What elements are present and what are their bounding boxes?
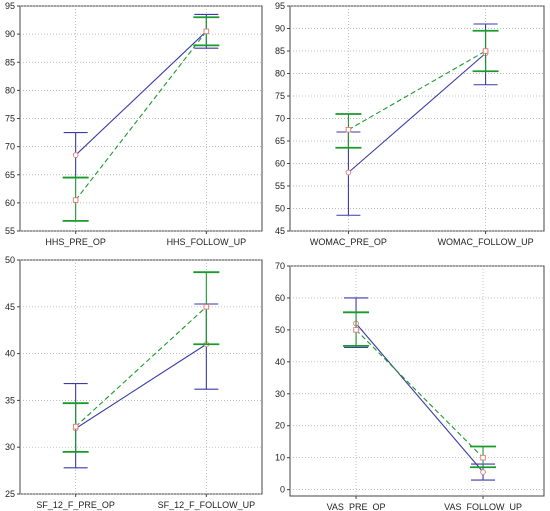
y-tick-label: 10 [275, 453, 285, 463]
data-point-marker [482, 48, 489, 54]
series-line [75, 30, 207, 156]
x-category-label: SF_12_F_PRE_OP [36, 500, 115, 510]
y-tick-label: 40 [5, 349, 15, 359]
series-line [355, 323, 484, 473]
y-tick-label: 60 [275, 293, 285, 303]
y-tick-label: 65 [5, 170, 15, 180]
x-category-label: VAS_FOLLOW_UP [444, 502, 522, 511]
x-category-label: HHS_PRE_OP [45, 237, 106, 247]
chart-panel-sf12: 25 30 35 40 45 50 SF_12_F_PRE_OP SF_12_F_FOLLOW… [5, 255, 263, 510]
y-tick-label: 20 [275, 421, 285, 431]
series-line [75, 306, 207, 428]
y-tick-label: 65 [275, 136, 285, 146]
y-tick-label: 60 [275, 159, 285, 169]
x-category-label: HHS_FOLLOW_UP [167, 237, 247, 247]
y-tick-label: 90 [5, 29, 15, 39]
y-tick-label: 85 [5, 57, 15, 67]
x-category-label: VAS_PRE_OP [327, 502, 386, 511]
data-point-marker [480, 469, 486, 475]
y-tick-label: 40 [275, 357, 285, 367]
y-tick-label: 35 [5, 395, 15, 405]
series-dashed [62, 271, 220, 453]
x-category-label: SF_12_F_FOLLOW_UP [158, 500, 256, 510]
y-tick-label: 75 [275, 91, 285, 101]
chart-panel-vas: 0 10 20 30 40 50 60 70 VAS_PRE_OP VAS_FOLLOW_UP [275, 261, 545, 511]
y-tick-label: 70 [275, 261, 285, 271]
data-point-marker [72, 423, 79, 430]
y-tick-label: 70 [5, 142, 15, 152]
y-tick-label: 85 [275, 46, 285, 56]
y-tick-label: 90 [275, 24, 285, 34]
x-category-label: WOMAC_FOLLOW_UP [438, 237, 534, 247]
y-tick-label: 70 [275, 114, 285, 124]
series-dashed [335, 29, 499, 149]
y-tick-label: 45 [275, 226, 285, 236]
series-line [75, 30, 207, 201]
plot-frame [289, 265, 545, 497]
y-tick-label: 80 [275, 69, 285, 79]
series-line [75, 343, 207, 429]
y-tick-label: 55 [5, 226, 15, 236]
y-tick-label: 55 [275, 181, 285, 191]
y-tick-label: 30 [5, 442, 15, 452]
data-point-marker [353, 327, 359, 333]
data-point-marker [203, 28, 210, 35]
data-point-marker [345, 126, 352, 133]
x-category-label: WOMAC_PRE_OP [310, 237, 387, 247]
y-tick-label: 95 [5, 1, 15, 11]
series-dashed [62, 16, 220, 222]
series-line [355, 329, 484, 459]
data-point-marker [72, 197, 79, 203]
y-tick-label: 25 [5, 489, 15, 499]
y-tick-label: 45 [5, 302, 15, 312]
y-tick-label: 50 [275, 204, 285, 214]
y-tick-label: 75 [5, 114, 15, 124]
data-point-marker [480, 454, 486, 461]
y-tick-label: 60 [5, 198, 15, 208]
data-point-marker [345, 169, 352, 176]
data-point-marker [72, 152, 79, 158]
y-tick-label: 95 [275, 1, 285, 11]
series-line [348, 52, 486, 173]
plot-frame [19, 259, 263, 495]
series-line [348, 50, 486, 131]
y-tick-label: 30 [275, 389, 285, 399]
chart-panel-hhs: 55 60 65 70 75 80 85 90 95 HHS_PRE_OP HHS_FOLLOW_U… [5, 1, 263, 247]
y-tick-label: 0 [280, 485, 285, 495]
series-dashed [343, 311, 497, 469]
chart-panel-womac: 45 50 55 60 65 70 75 80 85 90 95 WOMAC_PRE_OP WOMAC_… [275, 1, 545, 247]
y-tick-label: 50 [5, 255, 15, 265]
data-point-marker [203, 304, 210, 310]
y-tick-label: 50 [275, 325, 285, 335]
y-tick-label: 80 [5, 85, 15, 95]
